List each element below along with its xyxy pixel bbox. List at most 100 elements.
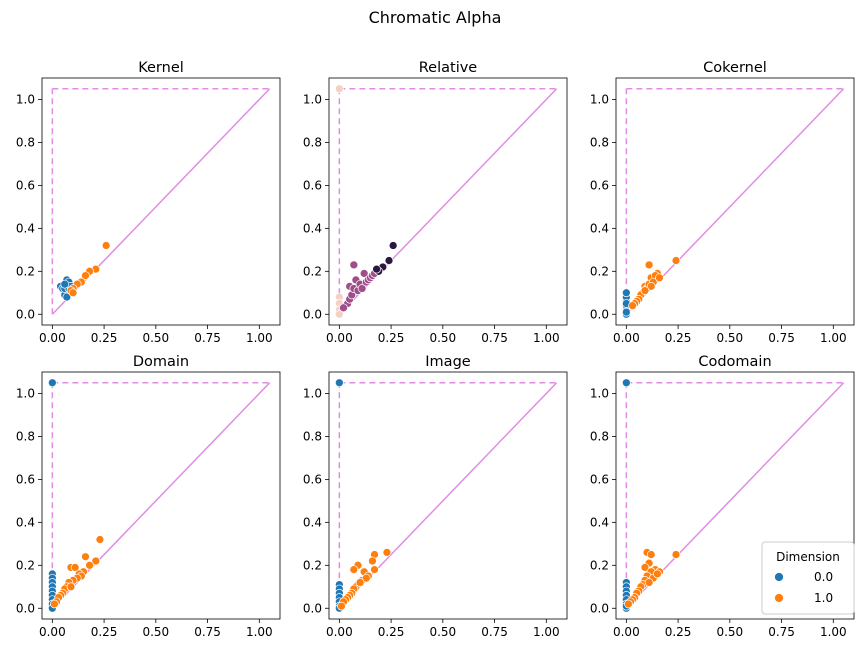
subplot-relative: Relative 0.00 0.25 0.50 0.75 1.00 0.0 0.2 0.4 0.6… <box>303 60 568 345</box>
data-point <box>91 556 101 566</box>
y-tick-label: 0.0 <box>16 601 35 615</box>
y-tick-label: 0.8 <box>590 429 609 443</box>
y-tick-label: 1.0 <box>590 386 609 400</box>
subplot-title: Domain <box>133 354 189 370</box>
y-tick-label: 0.0 <box>303 307 322 321</box>
data-point <box>361 573 371 583</box>
y-tick-label: 0.6 <box>16 472 35 486</box>
data-point <box>334 309 344 319</box>
y-tick-label: 0.2 <box>303 558 322 572</box>
data-point <box>621 288 631 298</box>
y-tick-label: 1.0 <box>590 92 609 106</box>
data-point <box>62 292 72 302</box>
data-point <box>621 378 631 388</box>
x-tick-label: 0.50 <box>142 625 169 639</box>
y-tick-label: 0.4 <box>590 515 609 529</box>
x-tick-label: 0.25 <box>91 625 118 639</box>
data-point <box>357 284 367 293</box>
y-tick-label: 0.4 <box>16 221 35 235</box>
y-tick-label: 0.8 <box>303 135 322 149</box>
data-point <box>355 578 365 587</box>
data-point <box>359 269 369 278</box>
data-point <box>644 260 654 270</box>
legend-label: 0.0 <box>814 570 833 584</box>
y-tick-label: 0.6 <box>590 178 609 192</box>
x-tick-label: 0.00 <box>39 625 66 639</box>
data-point <box>85 560 94 570</box>
x-tick-label: 0.25 <box>378 331 405 345</box>
x-tick-label: 0.50 <box>716 331 743 345</box>
axes-frame <box>41 371 281 620</box>
y-tick-label: 1.0 <box>303 386 322 400</box>
x-tick-label: 0.00 <box>613 331 640 345</box>
data-point <box>384 256 394 265</box>
x-tick-label: 0.00 <box>326 625 353 639</box>
data-point <box>644 578 654 587</box>
y-tick-label: 1.0 <box>16 92 35 106</box>
data-point <box>334 378 344 388</box>
legend-box <box>761 541 855 615</box>
data-point <box>50 599 59 609</box>
y-tick-label: 1.0 <box>303 92 322 106</box>
y-tick-label: 0.6 <box>16 178 35 192</box>
data-point <box>368 556 377 566</box>
y-tick-label: 0.0 <box>590 601 609 615</box>
data-point <box>671 256 681 265</box>
subplot-title: Cokernel <box>703 60 767 76</box>
x-tick-label: 0.50 <box>142 331 169 345</box>
x-tick-label: 1.00 <box>533 625 560 639</box>
data-point <box>370 565 379 574</box>
legend-marker <box>774 572 784 582</box>
y-tick-label: 0.6 <box>303 472 322 486</box>
data-point <box>671 550 681 559</box>
subplot-title: Image <box>425 354 470 370</box>
diagonal-line <box>51 382 271 609</box>
y-tick-label: 0.4 <box>303 221 322 235</box>
x-tick-label: 0.50 <box>429 625 456 639</box>
x-tick-label: 0.75 <box>481 625 508 639</box>
data-point <box>646 281 656 291</box>
y-tick-label: 0.0 <box>16 307 35 321</box>
axes-frame <box>328 77 568 326</box>
y-tick-label: 0.8 <box>590 135 609 149</box>
data-point <box>349 565 359 574</box>
y-tick-label: 0.8 <box>16 135 35 149</box>
y-tick-label: 0.2 <box>16 264 35 278</box>
data-point <box>337 601 346 611</box>
x-tick-label: 0.00 <box>613 625 640 639</box>
data-point <box>388 241 398 250</box>
x-tick-label: 0.75 <box>768 625 795 639</box>
data-point <box>640 286 650 295</box>
y-tick-label: 0.2 <box>590 264 609 278</box>
data-point <box>81 552 90 562</box>
legend: Dimension 0.0 1.0 <box>761 541 855 615</box>
data-point <box>640 563 650 572</box>
data-point <box>70 563 80 572</box>
data-point <box>646 550 656 559</box>
axes-frame <box>615 77 855 326</box>
x-tick-label: 0.25 <box>665 625 692 639</box>
x-tick-label: 1.00 <box>533 331 560 345</box>
data-point <box>372 264 381 274</box>
subplot-codomain: Codomain 0.00 0.25 0.50 0.75 1.00 0.0 0.2 0.4 0.6… <box>590 354 855 639</box>
data-point <box>334 84 344 94</box>
legend-title: Dimension <box>776 550 840 564</box>
data-point <box>47 378 57 388</box>
x-tick-label: 1.00 <box>820 625 847 639</box>
y-tick-label: 0.6 <box>303 178 322 192</box>
subplot-image: Image 0.00 0.25 0.50 0.75 1.00 0.0 0.2 0.4 0.6 0.8… <box>303 354 568 639</box>
x-tick-label: 0.25 <box>665 331 692 345</box>
data-point <box>621 307 631 317</box>
subplot-title: Kernel <box>138 60 184 76</box>
y-tick-label: 0.0 <box>303 601 322 615</box>
data-point <box>81 271 90 280</box>
x-tick-label: 0.00 <box>39 331 66 345</box>
data-point <box>655 273 664 283</box>
data-point <box>101 241 111 250</box>
y-tick-label: 0.2 <box>16 558 35 572</box>
y-tick-label: 0.6 <box>590 472 609 486</box>
x-tick-label: 0.50 <box>429 331 456 345</box>
x-tick-label: 1.00 <box>246 625 273 639</box>
data-point <box>624 599 633 609</box>
